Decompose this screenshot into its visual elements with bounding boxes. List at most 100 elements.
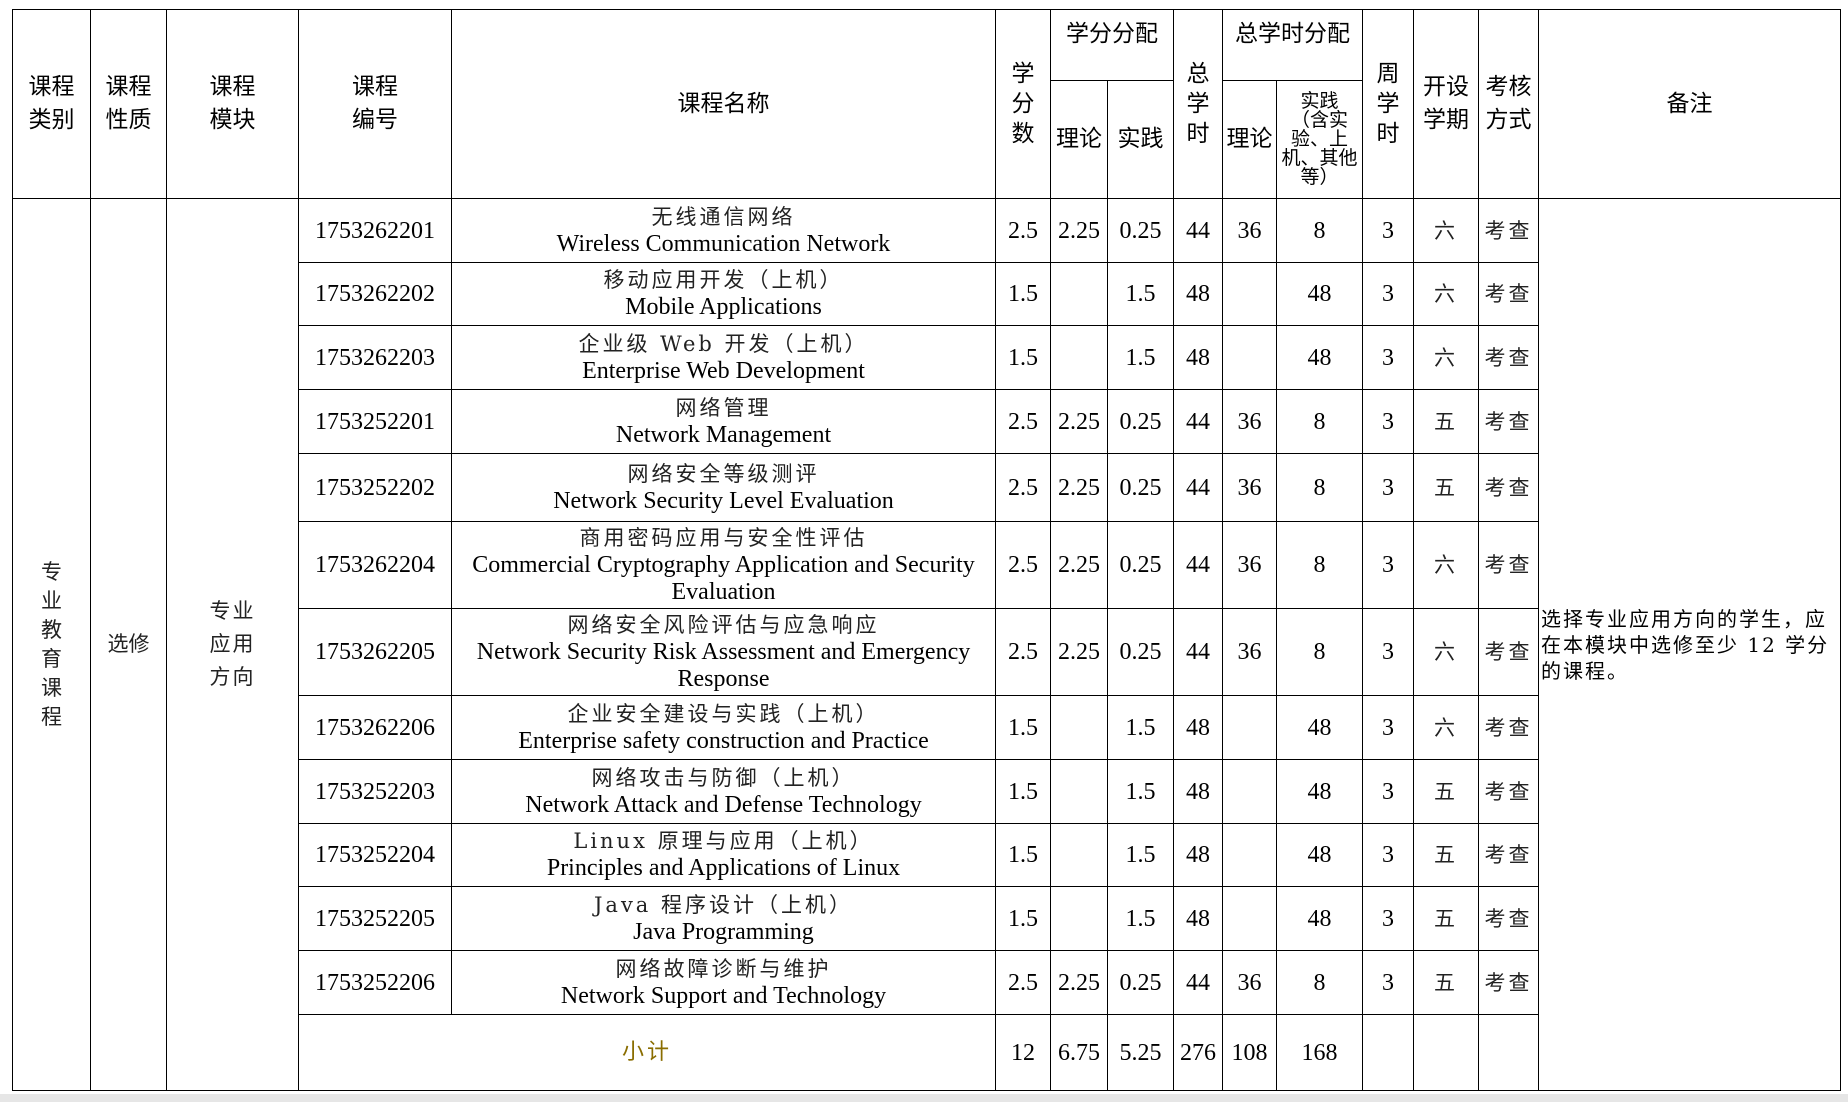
- assessment: 考查: [1478, 262, 1539, 326]
- assessment: 考查: [1478, 950, 1539, 1015]
- header-credit-practice: 实践: [1107, 80, 1174, 199]
- course-table: 课程 类别 课程 性质 课程 模块 课程 编号 课程名称 学 分 数 学分分配 …: [12, 9, 1841, 1091]
- credits: 1.5: [995, 823, 1051, 887]
- hours-practice: 48: [1276, 886, 1363, 951]
- table-row: 1753262202 移动应用开发（上机） Mobile Applications 1…: [13, 262, 1841, 326]
- hours-theory: [1222, 823, 1277, 887]
- total-hours: 44: [1173, 950, 1223, 1015]
- semester: 六: [1413, 608, 1479, 696]
- table-row: 1753252201 网络管理 Network Management 2.5 2.25 0…: [13, 389, 1841, 454]
- credit-theory: 2.25: [1050, 389, 1108, 454]
- course-name: Linux 原理与应用（上机） Principles and Applicatio…: [451, 823, 996, 887]
- hours-theory: [1222, 262, 1277, 326]
- credits: 1.5: [995, 886, 1051, 951]
- subtotal-label: 小计: [298, 1014, 996, 1091]
- course-code: 1753262204: [298, 521, 452, 609]
- weekly-hours: 3: [1362, 389, 1414, 454]
- course-name: 网络安全风险评估与应急响应 Network Security Risk Asses…: [451, 608, 996, 696]
- credits: 2.5: [995, 521, 1051, 609]
- credit-theory: [1050, 262, 1108, 326]
- hours-practice: 48: [1276, 325, 1363, 390]
- credit-practice: 0.25: [1107, 521, 1174, 609]
- hours-practice: 8: [1276, 950, 1363, 1015]
- weekly-hours: 3: [1362, 823, 1414, 887]
- course-name-en: Enterprise safety construction and Pract…: [518, 727, 929, 754]
- course-name-zh: Linux 原理与应用（上机）: [573, 829, 874, 853]
- course-code: 1753252205: [298, 886, 452, 951]
- credit-theory: [1050, 759, 1108, 824]
- hours-theory: 36: [1222, 389, 1277, 454]
- credits: 2.5: [995, 950, 1051, 1015]
- course-name: 商用密码应用与安全性评估 Commercial Cryptography Appl…: [451, 521, 996, 609]
- credit-practice: 1.5: [1107, 325, 1174, 390]
- credit-practice: 1.5: [1107, 823, 1174, 887]
- total-hours: 44: [1173, 453, 1223, 522]
- hours-practice: 48: [1276, 759, 1363, 824]
- hours-theory: [1222, 759, 1277, 824]
- course-name-zh: 网络攻击与防御（上机）: [591, 765, 856, 790]
- subtotal-hours-practice: 168: [1276, 1014, 1363, 1091]
- assessment: 考查: [1478, 759, 1539, 824]
- hours-practice: 8: [1276, 608, 1363, 696]
- subtotal-credit-theory: 6.75: [1050, 1014, 1108, 1091]
- credit-theory: [1050, 823, 1108, 887]
- hours-practice: 8: [1276, 453, 1363, 522]
- credit-practice: 1.5: [1107, 759, 1174, 824]
- weekly-hours: 3: [1362, 759, 1414, 824]
- table-row: 1753252202 网络安全等级测评 Network Security Level…: [13, 453, 1841, 522]
- course-name: 网络管理 Network Management: [451, 389, 996, 454]
- course-name-en: Java Programming: [633, 918, 814, 945]
- course-name-en: Network Security Level Evaluation: [553, 487, 894, 514]
- credit-practice: 0.25: [1107, 453, 1174, 522]
- header-category: 课程 类别: [12, 9, 91, 199]
- assessment: 考查: [1478, 695, 1539, 760]
- weekly-hours: 3: [1362, 521, 1414, 609]
- semester: 六: [1413, 262, 1479, 326]
- course-name: 网络故障诊断与维护 Network Support and Technology: [451, 950, 996, 1015]
- semester: 六: [1413, 325, 1479, 390]
- subtotal-row: 小计 12 6.75 5.25 276 108 168: [13, 1014, 1841, 1091]
- weekly-hours: 3: [1362, 886, 1414, 951]
- course-code: 1753252201: [298, 389, 452, 454]
- weekly-hours: 3: [1362, 695, 1414, 760]
- course-code: 1753262201: [298, 198, 452, 263]
- assessment: 考查: [1478, 453, 1539, 522]
- course-name: 企业安全建设与实践（上机） Enterprise safety construct…: [451, 695, 996, 760]
- weekly-hours: 3: [1362, 950, 1414, 1015]
- semester: 五: [1413, 759, 1479, 824]
- semester: 五: [1413, 823, 1479, 887]
- header-remarks: 备注: [1538, 9, 1841, 199]
- hours-theory: 36: [1222, 950, 1277, 1015]
- credits: 1.5: [995, 325, 1051, 390]
- total-hours: 48: [1173, 823, 1223, 887]
- semester: 六: [1413, 198, 1479, 263]
- header-hours-practice: 实践 （含实 验、上 机、其他 等）: [1276, 80, 1363, 199]
- course-name: Java 程序设计（上机） Java Programming: [451, 886, 996, 951]
- hours-practice: 48: [1276, 823, 1363, 887]
- assessment: 考查: [1478, 198, 1539, 263]
- weekly-hours: 3: [1362, 453, 1414, 522]
- credit-practice: 0.25: [1107, 389, 1174, 454]
- course-name-zh: 移动应用开发（上机）: [603, 268, 844, 292]
- course-name: 企业级 Web 开发（上机） Enterprise Web Development: [451, 325, 996, 390]
- header-module: 课程 模块: [166, 9, 299, 199]
- course-code: 1753252206: [298, 950, 452, 1015]
- credit-practice: 0.25: [1107, 608, 1174, 696]
- table-row: 1753252206 网络故障诊断与维护 Network Support and T…: [13, 950, 1841, 1015]
- hours-practice: 8: [1276, 198, 1363, 263]
- weekly-hours: 3: [1362, 262, 1414, 326]
- course-name-en: Principles and Applications of Linux: [546, 855, 901, 881]
- course-name: 网络安全等级测评 Network Security Level Evaluatio…: [451, 453, 996, 522]
- course-name-zh: 网络管理: [675, 395, 772, 420]
- group-module: 专业 应用 方向: [166, 198, 299, 1091]
- course-name-en: Network Attack and Defense Technology: [525, 791, 922, 818]
- credits: 2.5: [995, 608, 1051, 696]
- credits: 2.5: [995, 389, 1051, 454]
- course-code: 1753262206: [298, 695, 452, 760]
- semester: 五: [1413, 453, 1479, 522]
- hours-theory: 36: [1222, 198, 1277, 263]
- header-hours-theory: 理论: [1222, 80, 1277, 199]
- table-row: 1753252203 网络攻击与防御（上机） Network Attack and …: [13, 759, 1841, 824]
- course-name-zh: Java 程序设计（上机）: [594, 892, 853, 917]
- semester: 五: [1413, 389, 1479, 454]
